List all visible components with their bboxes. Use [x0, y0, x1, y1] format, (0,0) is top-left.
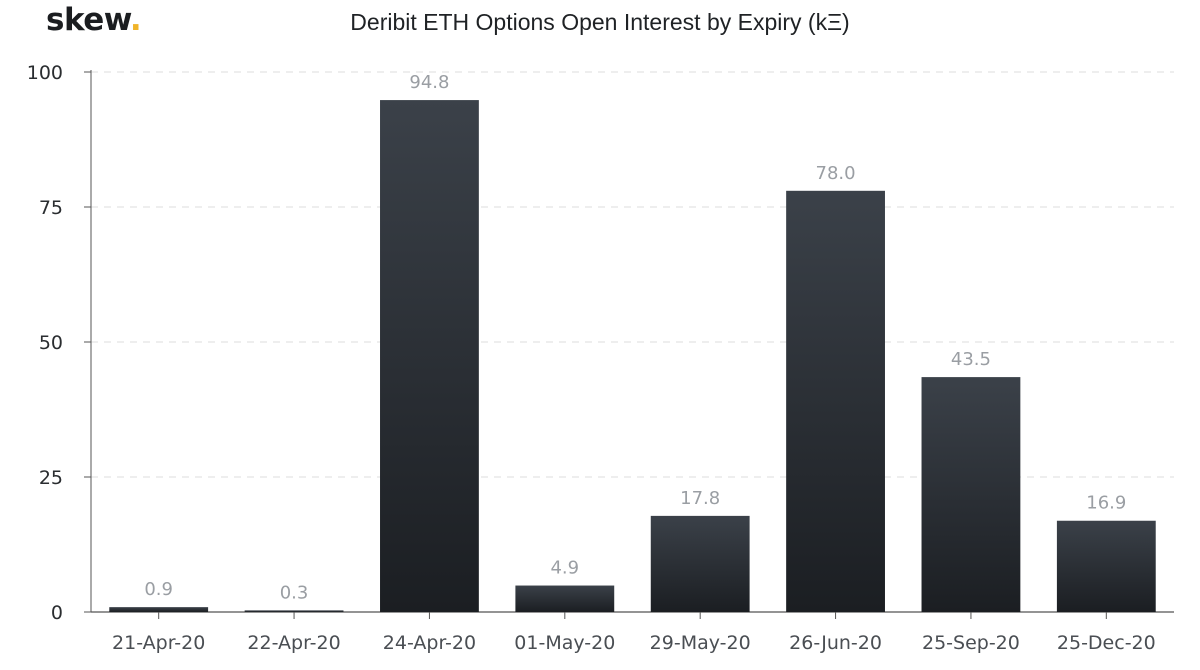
x-tick-label: 29-May-20 — [650, 632, 751, 654]
bar — [921, 377, 1021, 612]
bar — [650, 515, 750, 612]
y-tick-label: 75 — [39, 197, 63, 219]
x-tick-label: 25-Dec-20 — [1057, 632, 1156, 654]
labels: 0 25 50 75 100 0.9 21-Apr-20 0.3 22-Apr-20 94.8 24… — [27, 62, 1156, 654]
x-tick-label: 22-Apr-20 — [247, 632, 340, 654]
bar — [244, 610, 344, 612]
x-tick-label: 21-Apr-20 — [112, 632, 205, 654]
data-label: 16.9 — [1086, 493, 1126, 514]
x-tick-label: 01-May-20 — [514, 632, 615, 654]
bar — [786, 190, 885, 613]
bars — [109, 100, 1156, 613]
logo-text: skew — [46, 2, 130, 38]
logo-dot: . — [129, 2, 142, 38]
bar — [1056, 520, 1156, 612]
data-label: 0.9 — [144, 579, 173, 600]
data-label: 43.5 — [951, 349, 991, 370]
data-label: 78.0 — [816, 163, 856, 184]
data-label: 17.8 — [680, 488, 720, 509]
x-tick-label: 25-Sep-20 — [922, 632, 1020, 654]
data-label: 4.9 — [550, 558, 579, 579]
x-tick-label: 26-Jun-20 — [789, 632, 882, 654]
chart-title: Deribit ETH Options Open Interest by Exp… — [350, 9, 850, 35]
bar — [380, 100, 479, 612]
y-tick-label: 25 — [39, 467, 63, 489]
skew-logo: skew. — [46, 2, 142, 38]
y-tick-label: 0 — [51, 602, 63, 624]
y-tick-label: 100 — [27, 62, 63, 84]
bar — [109, 607, 209, 612]
bar — [515, 585, 615, 612]
data-label: 0.3 — [280, 582, 309, 603]
y-tick-label: 50 — [39, 332, 63, 354]
x-tick-label: 24-Apr-20 — [383, 632, 476, 654]
data-label: 94.8 — [409, 72, 449, 93]
